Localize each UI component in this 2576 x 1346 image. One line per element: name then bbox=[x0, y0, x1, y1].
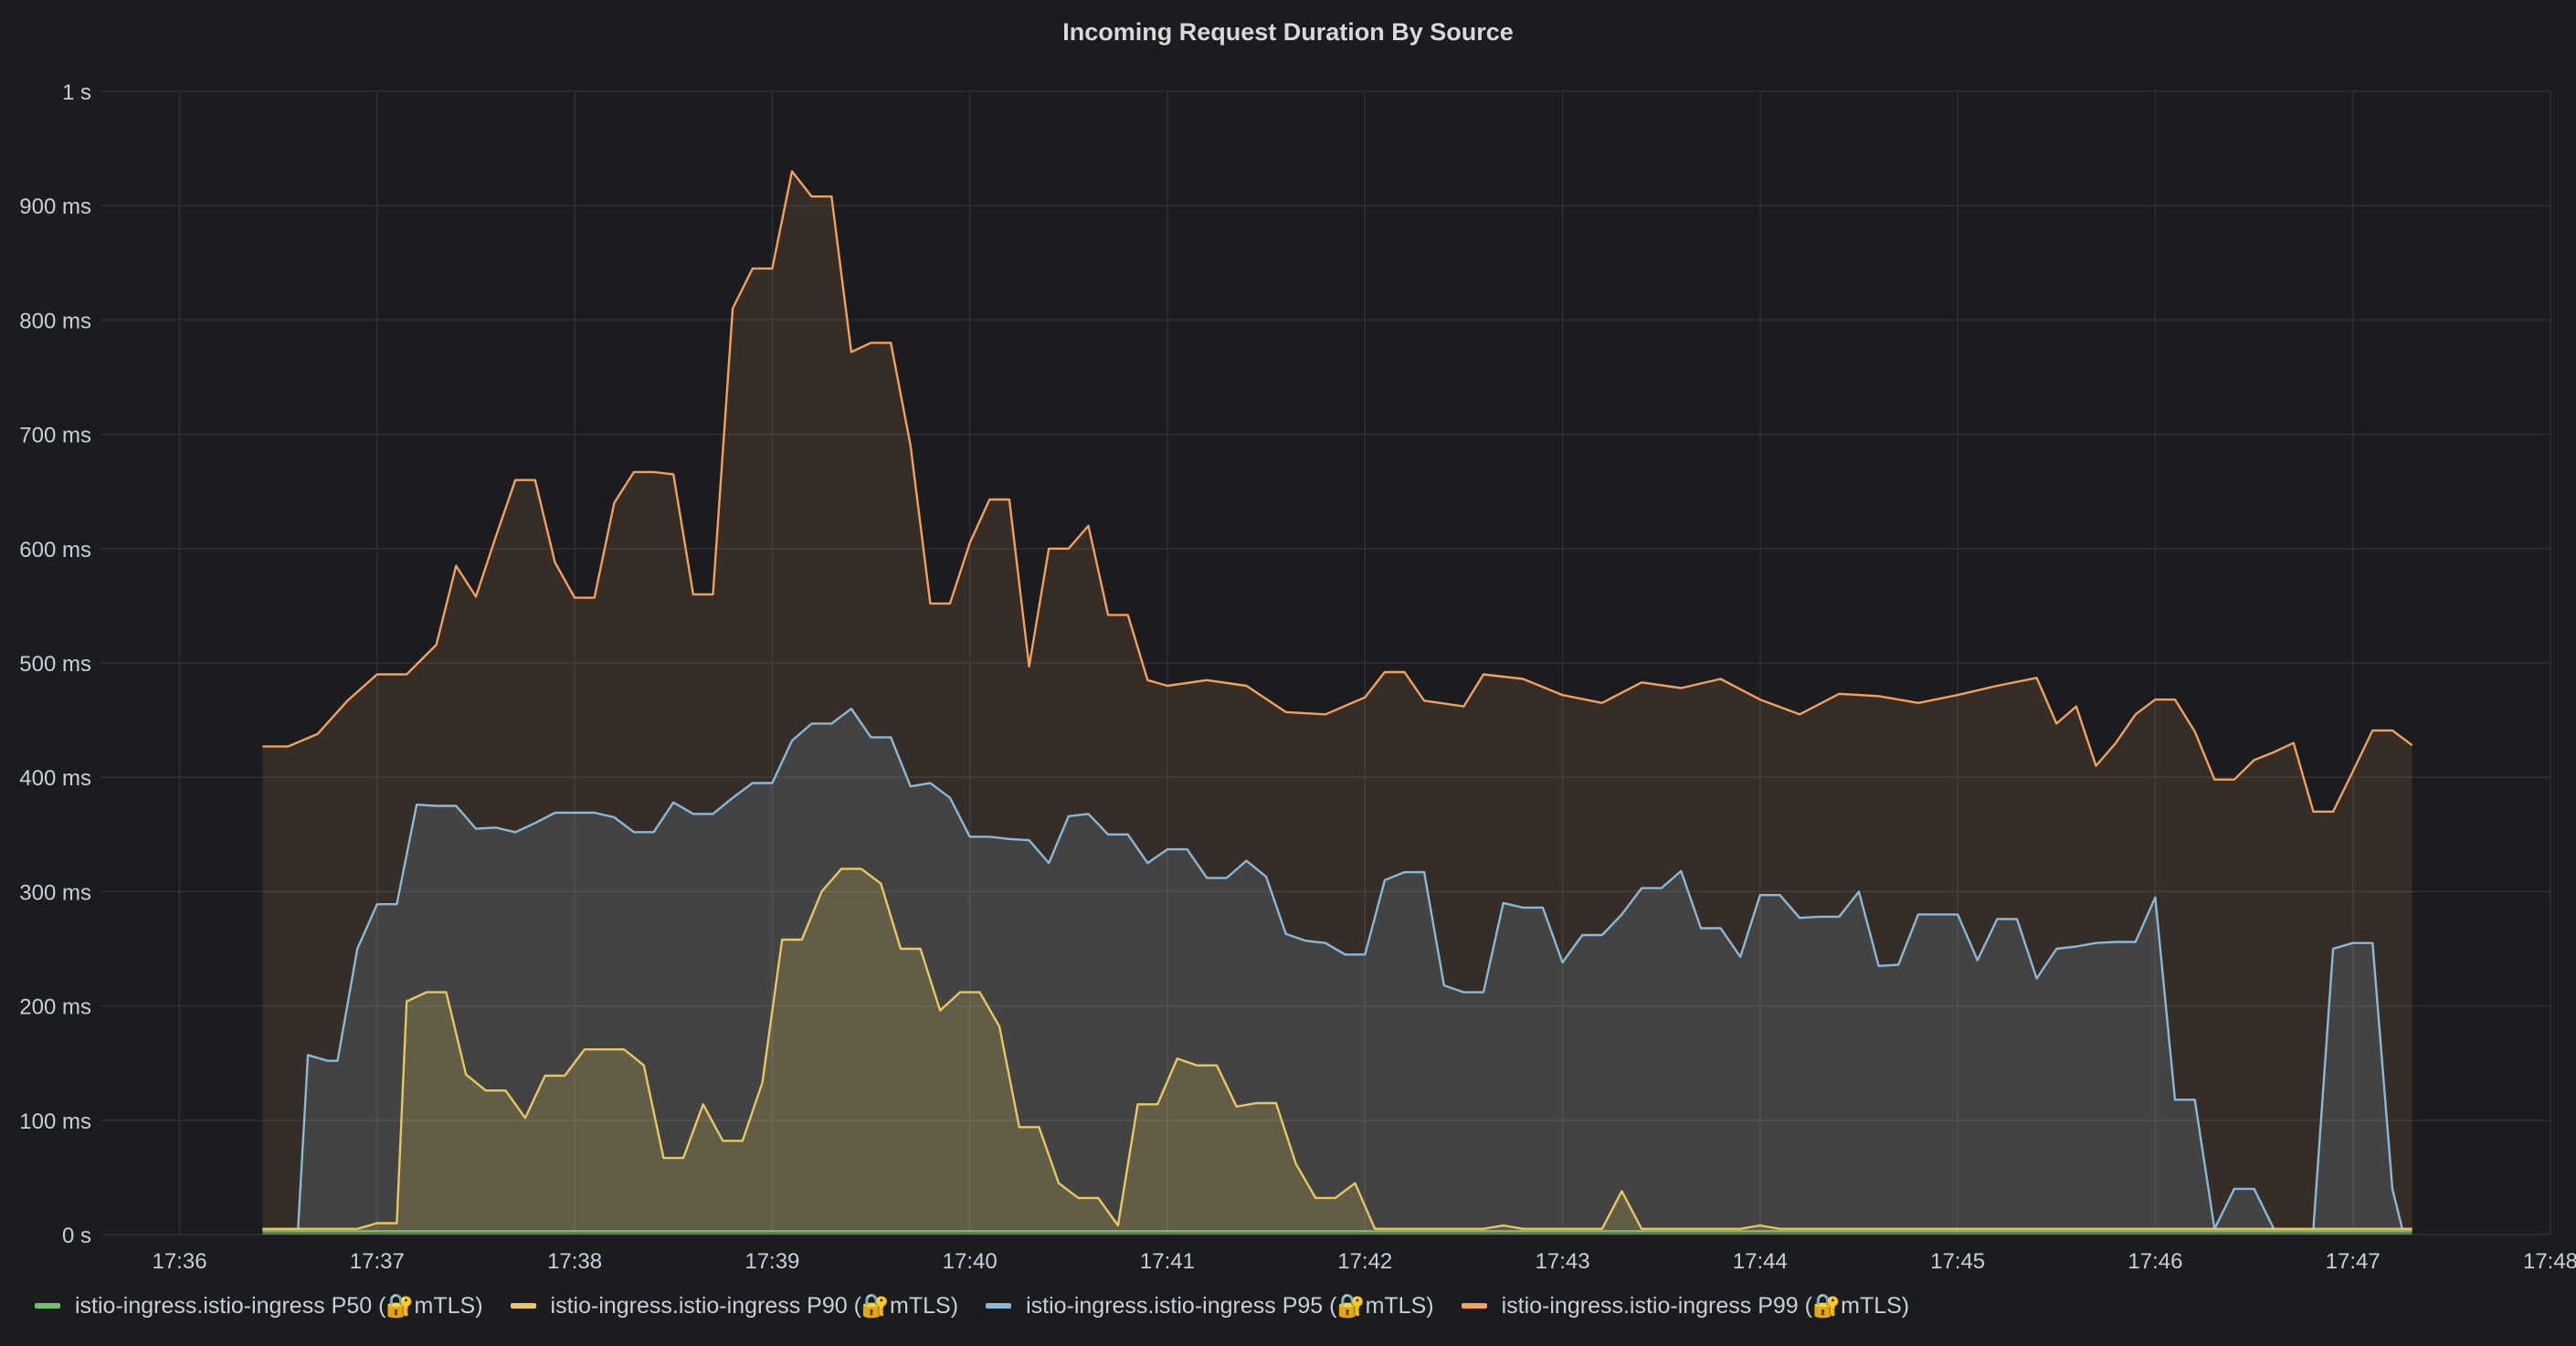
chart-title: Incoming Request Duration By Source bbox=[1062, 18, 1514, 46]
legend-item[interactable]: istio-ingress.istio-ingress P90 (🔐mTLS) bbox=[510, 1292, 959, 1320]
series-area bbox=[262, 709, 2412, 1235]
legend-item[interactable]: istio-ingress.istio-ingress P50 (🔐mTLS) bbox=[35, 1293, 483, 1320]
x-tick-label: 17:41 bbox=[1140, 1249, 1195, 1274]
legend-swatch bbox=[1461, 1303, 1487, 1309]
y-tick-label: 600 ms bbox=[19, 538, 91, 563]
x-tick-label: 17:36 bbox=[152, 1249, 206, 1274]
legend-item[interactable]: istio-ingress.istio-ingress P95 (🔐mTLS) bbox=[986, 1293, 1434, 1320]
y-tick-label: 500 ms bbox=[19, 652, 91, 677]
legend-label: istio-ingress.istio-ingress P50 (🔐mTLS) bbox=[75, 1292, 483, 1319]
legend-label: istio-ingress.istio-ingress P99 (🔐mTLS) bbox=[1501, 1292, 1910, 1319]
x-tick-label: 17:44 bbox=[1733, 1249, 1788, 1274]
legend-item[interactable]: istio-ingress.istio-ingress P99 (🔐mTLS) bbox=[1461, 1292, 1910, 1320]
grid bbox=[100, 90, 2551, 1236]
y-tick-label: 100 ms bbox=[19, 1109, 91, 1134]
x-tick-label: 17:42 bbox=[1337, 1249, 1392, 1274]
series-line[interactable] bbox=[262, 868, 2412, 1230]
legend-swatch bbox=[986, 1303, 1012, 1309]
y-tick-label: 700 ms bbox=[19, 424, 91, 448]
x-tick-label: 17:43 bbox=[1536, 1249, 1590, 1274]
series-layer bbox=[262, 170, 2413, 1236]
x-tick-label: 17:38 bbox=[547, 1249, 602, 1274]
axes: 0 s 100 ms 200 ms 300 ms 400 ms 500 ms 600 ms 7… bbox=[19, 80, 2576, 1274]
series-p50[interactable] bbox=[262, 1230, 2412, 1235]
series-p99[interactable] bbox=[262, 170, 2413, 1236]
y-tick-label: 1 s bbox=[62, 80, 91, 105]
y-tick-label: 900 ms bbox=[19, 195, 91, 219]
x-tick-label: 17:37 bbox=[350, 1249, 405, 1274]
series-line[interactable] bbox=[262, 707, 2412, 1230]
legend-label: istio-ingress.istio-ingress P95 (🔐mTLS) bbox=[1026, 1292, 1434, 1319]
series-p90[interactable] bbox=[262, 868, 2412, 1235]
y-tick-label: 200 ms bbox=[19, 995, 91, 1020]
y-tick-label: 0 s bbox=[62, 1224, 91, 1248]
x-tick-label: 17:39 bbox=[744, 1249, 799, 1274]
x-tick-label: 17:45 bbox=[1930, 1249, 1985, 1274]
legend: istio-ingress.istio-ingress P50 (🔐mTLS) i… bbox=[35, 1288, 1937, 1324]
series-line[interactable] bbox=[262, 170, 2413, 813]
y-tick-label: 300 ms bbox=[19, 880, 91, 905]
x-tick-label: 17:47 bbox=[2326, 1249, 2381, 1274]
x-tick-label: 17:46 bbox=[2127, 1249, 2182, 1274]
y-tick-label: 400 ms bbox=[19, 766, 91, 791]
x-tick-label: 17:40 bbox=[943, 1249, 998, 1274]
y-tick-label: 800 ms bbox=[19, 309, 91, 333]
legend-swatch bbox=[35, 1303, 60, 1309]
series-area bbox=[262, 171, 2412, 1236]
series-area bbox=[262, 868, 2412, 1235]
series-p95[interactable] bbox=[262, 707, 2412, 1235]
legend-label: istio-ingress.istio-ingress P90 (🔐mTLS) bbox=[550, 1292, 959, 1319]
x-tick-label: 17:48 bbox=[2523, 1249, 2576, 1274]
legend-swatch bbox=[510, 1303, 536, 1309]
